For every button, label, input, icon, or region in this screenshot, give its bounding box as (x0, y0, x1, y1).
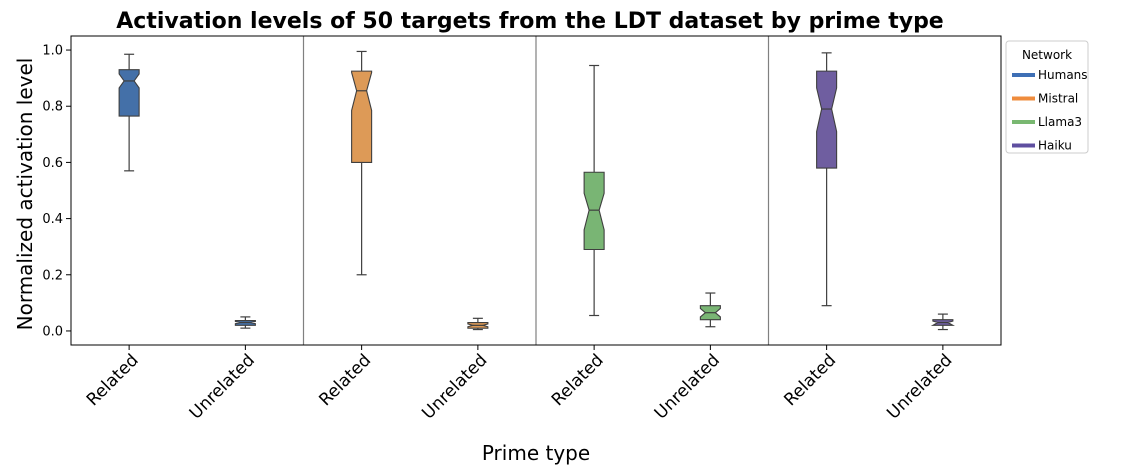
box-body (816, 70, 838, 169)
box-body (351, 70, 373, 163)
x-tick-label: Related (83, 350, 143, 410)
y-tick-label: 0.4 (42, 212, 63, 227)
y-tick-label: 0.0 (42, 324, 63, 339)
legend-title: Network (1022, 48, 1072, 62)
box-mistral-unrelated (467, 317, 489, 331)
y-tick-label: 1.0 (42, 44, 63, 59)
x-tick-label: Related (780, 350, 840, 410)
y-tick-label: 0.8 (42, 100, 63, 115)
chart-title: Activation levels of 50 targets from the… (116, 9, 943, 34)
y-tick-label: 0.6 (42, 156, 63, 171)
axes-frame (70, 35, 1002, 346)
x-tick-label: Unrelated (418, 350, 491, 423)
y-axis-label: Normalized activation level (13, 58, 37, 331)
x-tick-label: Unrelated (883, 350, 956, 423)
box-haiku-unrelated (930, 313, 955, 331)
x-tick-label: Related (548, 350, 608, 410)
x-tick-label: Unrelated (186, 350, 259, 423)
box-mistral-related (351, 50, 373, 276)
x-axis-label: Prime type (482, 441, 590, 465)
x-tick-label: Unrelated (651, 350, 724, 423)
box-haiku-related (816, 52, 838, 307)
box-llama3-related (583, 64, 605, 317)
box-body (118, 69, 140, 117)
legend: Network Humans Mistral Llama3 Haiku (1005, 40, 1089, 154)
x-tick-label: Related (315, 350, 375, 410)
legend-label-mistral: Mistral (1038, 92, 1078, 106)
plot-area: 0.0 0.2 0.4 0.6 0.8 1.0 Related Unrelated Relate… (42, 35, 1002, 423)
box-llama3-unrelated (699, 292, 721, 328)
legend-label-haiku: Haiku (1038, 139, 1072, 153)
box-body (583, 171, 605, 251)
legend-label-humans: Humans (1038, 68, 1088, 82)
legend-frame (1005, 40, 1089, 154)
box-humans-unrelated (234, 316, 256, 329)
legend-label-llama3: Llama3 (1038, 115, 1082, 129)
box-humans-related (118, 53, 140, 172)
y-tick-label: 0.2 (42, 268, 63, 283)
